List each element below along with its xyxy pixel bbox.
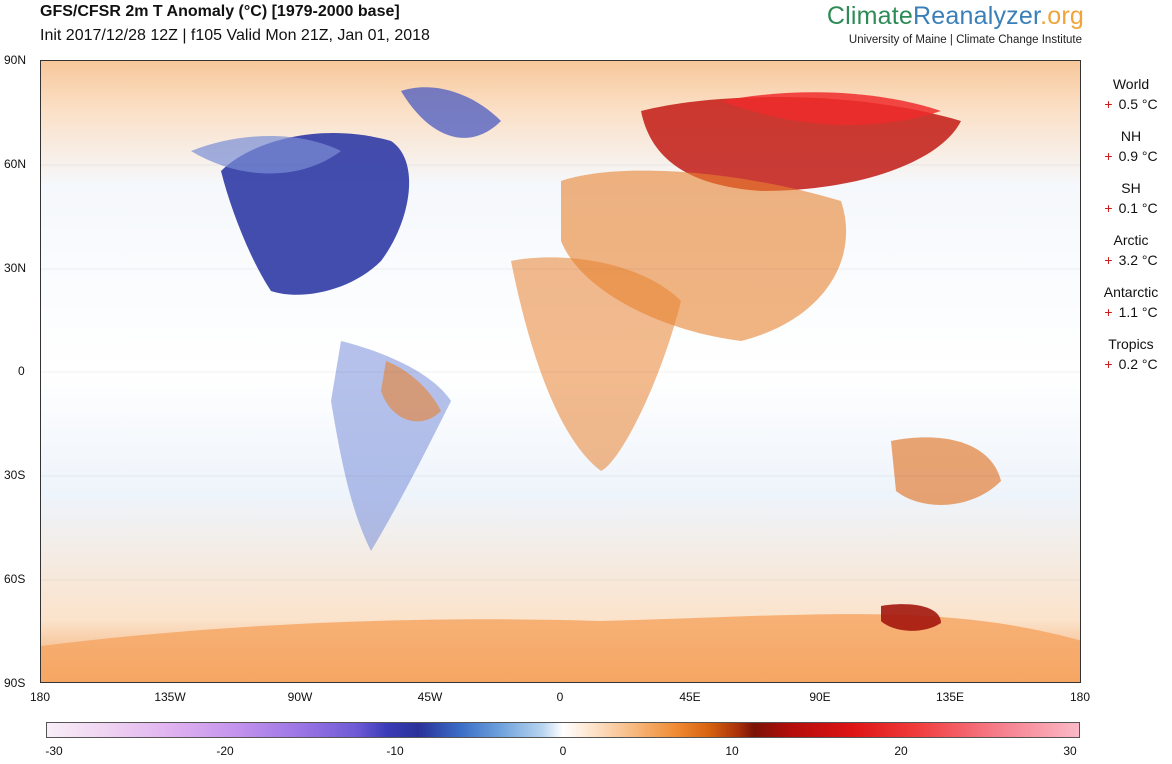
color-scale-bar — [46, 722, 1080, 738]
antarctica — [41, 614, 1080, 682]
region-summary: World +0.5 °C NH +0.9 °C SH +0.1 °C Arct… — [1095, 76, 1167, 388]
region-tropics: Tropics +0.2 °C — [1095, 336, 1167, 372]
plus-sign: + — [1104, 252, 1113, 268]
lon-label-45e: 45E — [679, 690, 701, 704]
lat-label-90n: 90N — [4, 53, 27, 67]
lon-label-180e: 180 — [1069, 690, 1091, 704]
lat-label-30s: 30S — [4, 468, 26, 482]
plus-sign: + — [1104, 304, 1113, 320]
lat-label-60n: 60N — [4, 157, 27, 171]
australia — [891, 437, 1001, 505]
colorbar-tick: -30 — [45, 744, 63, 758]
lon-label-135w: 135W — [154, 690, 186, 704]
region-antarctic: Antarctic +1.1 °C — [1095, 284, 1167, 320]
lon-label-45w: 45W — [417, 690, 443, 704]
region-nh: NH +0.9 °C — [1095, 128, 1167, 164]
map-title: GFS/CFSR 2m T Anomaly (°C) [1979-2000 ba… — [40, 3, 400, 20]
lat-label-0: 0 — [18, 364, 25, 378]
brand-logo[interactable]: ClimateReanalyzer.org — [827, 2, 1084, 31]
region-sh: SH +0.1 °C — [1095, 180, 1167, 216]
region-value-text: 3.2 °C — [1118, 252, 1158, 268]
lon-label-135e: 135E — [935, 690, 965, 704]
colorbar-tick: 10 — [725, 744, 739, 758]
region-name: Tropics — [1108, 336, 1154, 352]
plus-sign: + — [1104, 96, 1113, 112]
brand-word-3: .org — [1040, 2, 1084, 30]
plus-sign: + — [1104, 148, 1113, 164]
region-value-text: 0.9 °C — [1118, 148, 1158, 164]
region-value-text: 0.2 °C — [1118, 356, 1158, 372]
region-value: +0.1 °C — [1095, 200, 1167, 216]
lon-label-90e: 90E — [809, 690, 831, 704]
lat-label-90s: 90S — [4, 676, 26, 690]
region-value: +0.9 °C — [1095, 148, 1167, 164]
brand-word-2: Reanalyzer — [913, 2, 1041, 30]
region-value: +3.2 °C — [1095, 252, 1167, 268]
region-arctic: Arctic +3.2 °C — [1095, 232, 1167, 268]
region-name: World — [1112, 76, 1150, 92]
colorbar-tick: 30 — [1063, 744, 1077, 758]
region-value: +0.5 °C — [1095, 96, 1167, 112]
region-name: Antarctic — [1103, 284, 1159, 300]
lat-label-60s: 60S — [4, 572, 26, 586]
anomaly-map — [40, 60, 1081, 683]
colorbar-tick: 20 — [894, 744, 908, 758]
colorbar-tick: -10 — [386, 744, 404, 758]
lon-label-0: 0 — [556, 690, 564, 704]
lat-label-30n: 30N — [4, 261, 27, 275]
region-value-text: 1.1 °C — [1118, 304, 1158, 320]
map-drawing — [41, 87, 1080, 682]
plus-sign: + — [1104, 356, 1113, 372]
region-value: +1.1 °C — [1095, 304, 1167, 320]
lon-label-90w: 90W — [287, 690, 313, 704]
region-value-text: 0.1 °C — [1118, 200, 1158, 216]
map-subtitle: Init 2017/12/28 12Z | f105 Valid Mon 21Z… — [40, 27, 430, 44]
colorbar-tick: -20 — [216, 744, 234, 758]
region-world: World +0.5 °C — [1095, 76, 1167, 112]
region-name: Arctic — [1113, 232, 1149, 248]
region-name: SH — [1121, 180, 1141, 196]
brand-word-1: Climate — [826, 2, 914, 30]
region-value: +0.2 °C — [1095, 356, 1167, 372]
plus-sign: + — [1104, 200, 1113, 216]
lon-label-180w: 180 — [29, 690, 51, 704]
region-name: NH — [1120, 128, 1142, 144]
brand-subtitle: University of Maine | Climate Change Ins… — [848, 34, 1082, 46]
colorbar-tick: 0 — [559, 744, 567, 758]
region-value-text: 0.5 °C — [1118, 96, 1158, 112]
